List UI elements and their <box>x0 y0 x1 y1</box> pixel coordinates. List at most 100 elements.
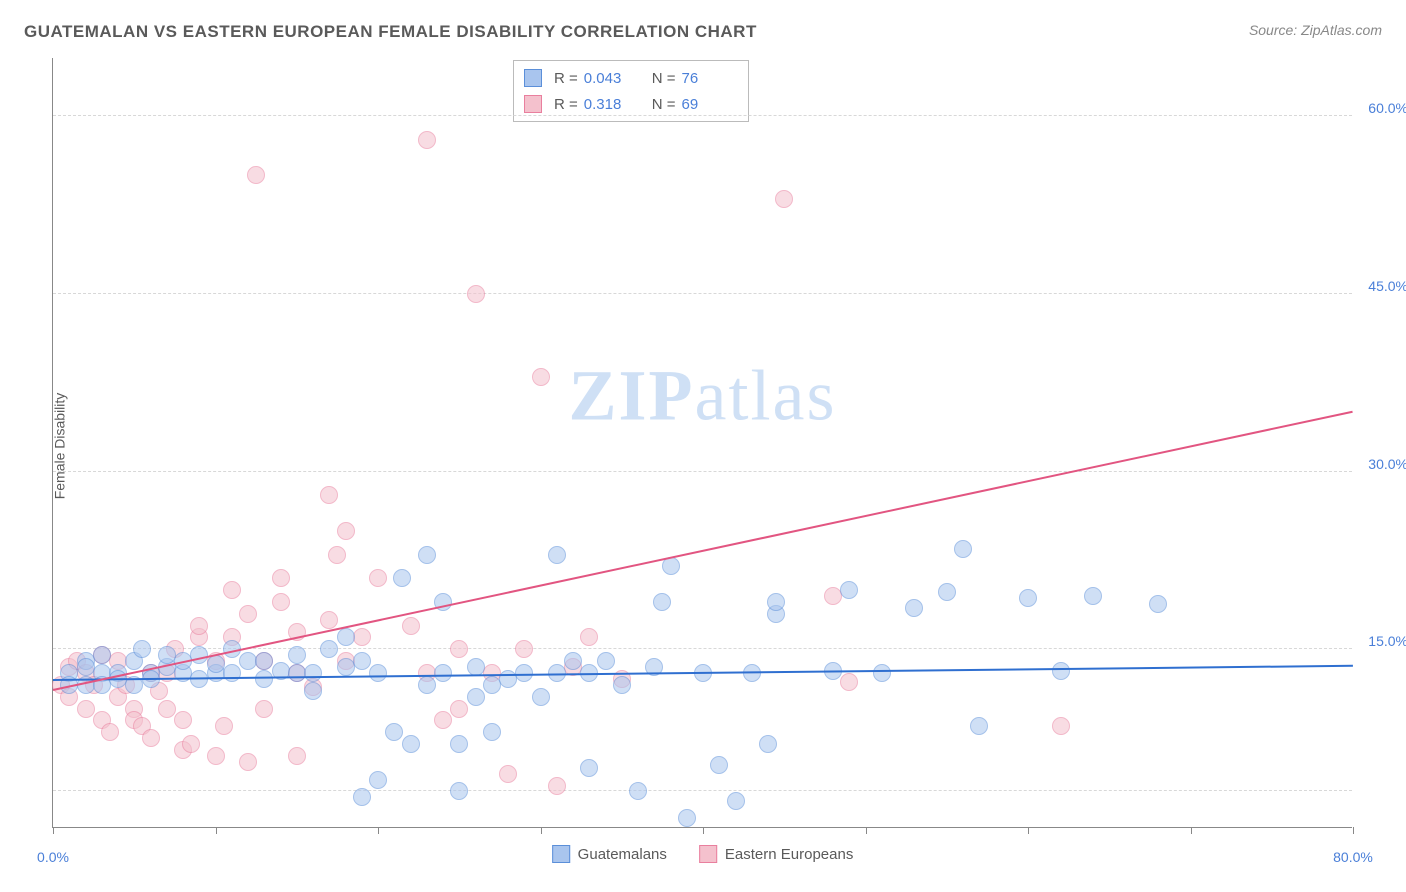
data-point <box>402 617 420 635</box>
data-point <box>142 729 160 747</box>
legend-item-guatemalans: Guatemalans <box>552 845 667 863</box>
gridline <box>53 293 1352 294</box>
data-point <box>255 670 273 688</box>
data-point <box>532 688 550 706</box>
data-point <box>337 522 355 540</box>
x-tick <box>1028 827 1029 834</box>
data-point <box>255 652 273 670</box>
data-point <box>288 747 306 765</box>
data-point <box>272 593 290 611</box>
data-point <box>580 628 598 646</box>
x-tick <box>216 827 217 834</box>
x-tick <box>1191 827 1192 834</box>
data-point <box>727 792 745 810</box>
data-point <box>678 809 696 827</box>
data-point <box>182 735 200 753</box>
data-point <box>353 652 371 670</box>
gridline <box>53 790 1352 791</box>
data-point <box>1052 662 1070 680</box>
data-point <box>215 717 233 735</box>
data-point <box>320 611 338 629</box>
data-point <box>207 747 225 765</box>
x-tick <box>866 827 867 834</box>
data-point <box>369 569 387 587</box>
n-label: N = <box>652 70 676 87</box>
data-point <box>938 583 956 601</box>
r-value-eastern-europeans: 0.318 <box>584 96 640 113</box>
x-tick <box>378 827 379 834</box>
swatch-guatemalans <box>524 69 542 87</box>
data-point <box>564 652 582 670</box>
data-point <box>613 676 631 694</box>
watermark-bold: ZIP <box>569 356 695 436</box>
data-point <box>77 700 95 718</box>
data-point <box>93 646 111 664</box>
data-point <box>450 640 468 658</box>
data-point <box>101 723 119 741</box>
data-point <box>532 368 550 386</box>
data-point <box>1149 595 1167 613</box>
data-point <box>320 486 338 504</box>
data-point <box>320 640 338 658</box>
series-legend: Guatemalans Eastern Europeans <box>552 845 854 863</box>
y-tick-label: 60.0% <box>1368 100 1406 116</box>
n-value-eastern-europeans: 69 <box>682 96 738 113</box>
data-point <box>353 788 371 806</box>
x-tick <box>541 827 542 834</box>
data-point <box>190 617 208 635</box>
data-point <box>418 131 436 149</box>
x-tick <box>703 827 704 834</box>
data-point <box>239 605 257 623</box>
r-value-guatemalans: 0.043 <box>584 70 640 87</box>
data-point <box>450 735 468 753</box>
data-point <box>223 664 241 682</box>
r-label: R = <box>554 70 578 87</box>
legend-row-eastern-europeans: R = 0.318 N = 69 <box>524 91 738 117</box>
data-point <box>840 673 858 691</box>
data-point <box>767 593 785 611</box>
x-tick <box>53 827 54 834</box>
data-point <box>710 756 728 774</box>
data-point <box>499 765 517 783</box>
data-point <box>970 717 988 735</box>
data-point <box>1052 717 1070 735</box>
data-point <box>402 735 420 753</box>
data-point <box>369 664 387 682</box>
data-point <box>304 682 322 700</box>
data-point <box>247 166 265 184</box>
data-point <box>223 581 241 599</box>
legend-label-guatemalans: Guatemalans <box>578 846 667 863</box>
data-point <box>174 711 192 729</box>
data-point <box>450 700 468 718</box>
x-tick <box>1353 827 1354 834</box>
scatter-plot-area: ZIPatlas R = 0.043 N = 76 R = 0.318 N = … <box>52 58 1352 828</box>
data-point <box>905 599 923 617</box>
data-point <box>385 723 403 741</box>
source-attribution: Source: ZipAtlas.com <box>1249 22 1382 38</box>
n-label: N = <box>652 96 676 113</box>
data-point <box>337 628 355 646</box>
y-tick-label: 30.0% <box>1368 456 1406 472</box>
watermark-light: atlas <box>695 356 837 436</box>
data-point <box>873 664 891 682</box>
swatch-eastern-europeans <box>699 845 717 863</box>
data-point <box>840 581 858 599</box>
data-point <box>548 777 566 795</box>
data-point <box>775 190 793 208</box>
r-label: R = <box>554 96 578 113</box>
data-point <box>434 664 452 682</box>
data-point <box>467 688 485 706</box>
data-point <box>353 628 371 646</box>
data-point <box>288 646 306 664</box>
data-point <box>272 569 290 587</box>
data-point <box>393 569 411 587</box>
y-tick-label: 15.0% <box>1368 633 1406 649</box>
data-point <box>158 700 176 718</box>
data-point <box>239 753 257 771</box>
data-point <box>1084 587 1102 605</box>
data-point <box>255 700 273 718</box>
swatch-eastern-europeans <box>524 95 542 113</box>
n-value-guatemalans: 76 <box>682 70 738 87</box>
chart-title: GUATEMALAN VS EASTERN EUROPEAN FEMALE DI… <box>24 22 757 42</box>
swatch-guatemalans <box>552 845 570 863</box>
